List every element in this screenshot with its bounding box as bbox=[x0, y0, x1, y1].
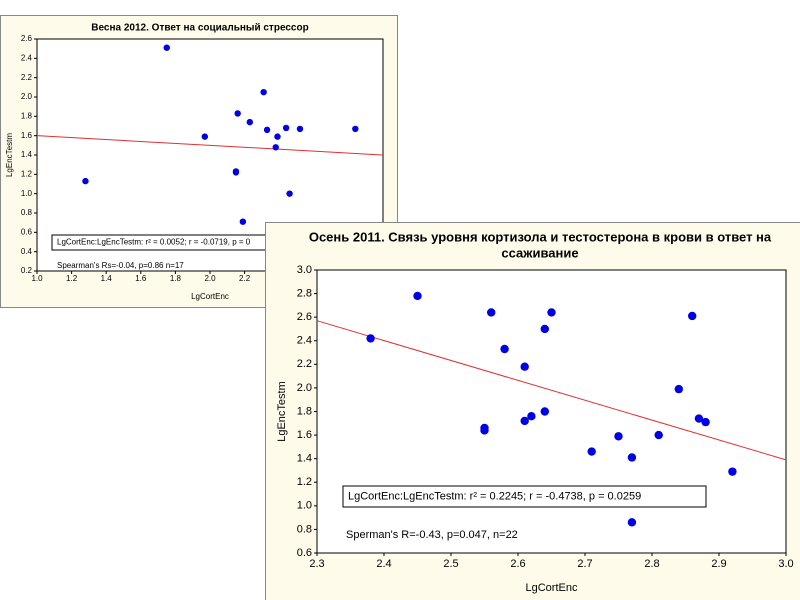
point bbox=[520, 362, 529, 371]
window-autumn: Осень 2011. Связь уровня кортизола и тес… bbox=[265, 222, 800, 600]
point bbox=[272, 144, 279, 151]
y-tick-label: 1.2 bbox=[297, 476, 312, 488]
point bbox=[547, 308, 556, 317]
x-tick-label: 1.4 bbox=[101, 274, 113, 283]
point bbox=[413, 291, 422, 301]
legend-text: LgCortEnc:LgEncTestm: r² = 0.0052; r = -… bbox=[57, 238, 251, 247]
point bbox=[82, 177, 89, 185]
point bbox=[674, 384, 683, 394]
x-tick-label: 1.0 bbox=[31, 274, 43, 283]
y-tick-label: 2.2 bbox=[21, 73, 33, 82]
point bbox=[654, 430, 663, 440]
x-tick-label: 2.9 bbox=[711, 558, 726, 570]
fit-line bbox=[36, 135, 384, 156]
chart-title: Весна 2012. Ответ на социальный стрессор bbox=[91, 23, 308, 34]
y-tick-label: 2.4 bbox=[21, 53, 33, 62]
x-axis-label: LgCortEnc bbox=[526, 582, 578, 594]
point bbox=[520, 416, 529, 426]
x-tick-label: 1.6 bbox=[135, 274, 147, 283]
point bbox=[366, 334, 375, 343]
y-tick-label: 0.4 bbox=[21, 247, 33, 256]
x-tick-label: 2.4 bbox=[376, 558, 391, 570]
point bbox=[587, 447, 596, 456]
y-tick-label: 1.4 bbox=[21, 150, 33, 159]
point bbox=[274, 133, 281, 140]
point bbox=[480, 423, 489, 433]
y-tick-label: 2.4 bbox=[297, 335, 312, 347]
point bbox=[614, 432, 623, 441]
x-axis-label: LgCortEnc bbox=[191, 292, 229, 301]
x-tick-label: 1.2 bbox=[66, 274, 78, 283]
point bbox=[246, 118, 253, 126]
y-tick-label: 2.6 bbox=[297, 311, 312, 323]
point bbox=[627, 518, 637, 527]
y-tick-label: 2.0 bbox=[297, 382, 312, 394]
point bbox=[239, 218, 247, 225]
y-axis-label: LgEncTestm bbox=[5, 133, 14, 177]
point bbox=[527, 412, 536, 421]
annotation: Spearman's Rs=-0.04, p=0.86 n=17 bbox=[57, 261, 184, 270]
x-tick-label: 1.8 bbox=[170, 274, 182, 283]
x-tick-label: 2.8 bbox=[644, 558, 659, 570]
point bbox=[500, 344, 509, 354]
y-tick-label: 1.0 bbox=[297, 500, 312, 512]
point bbox=[260, 88, 267, 96]
y-tick-label: 2.2 bbox=[297, 358, 312, 370]
point bbox=[701, 417, 710, 427]
x-tick-label: 2.5 bbox=[443, 558, 458, 570]
x-tick-label: 2.3 bbox=[309, 558, 324, 570]
y-tick-label: 2.0 bbox=[21, 92, 33, 101]
point bbox=[201, 133, 209, 140]
x-tick-label: 2.0 bbox=[204, 274, 216, 283]
chart-title: Осень 2011. Связь уровня кортизола и тес… bbox=[309, 229, 772, 244]
point bbox=[540, 324, 549, 334]
y-axis-label: LgEncTestm bbox=[276, 381, 288, 442]
y-tick-label: 1.2 bbox=[21, 169, 33, 178]
point bbox=[540, 407, 549, 416]
legend-box bbox=[342, 485, 707, 508]
point bbox=[263, 126, 271, 134]
y-tick-label: 2.8 bbox=[297, 287, 312, 299]
y-tick-label: 3.0 bbox=[297, 264, 312, 276]
legend-text: LgCortEnc:LgEncTestm: r² = 0.2245; r = -… bbox=[348, 490, 641, 502]
x-tick-label: 2.7 bbox=[577, 558, 592, 570]
y-tick-label: 1.8 bbox=[297, 405, 312, 417]
point bbox=[163, 44, 170, 51]
point bbox=[286, 190, 293, 197]
y-tick-label: 1.8 bbox=[21, 111, 33, 120]
point bbox=[282, 124, 290, 132]
point bbox=[688, 311, 697, 321]
y-tick-label: 1.4 bbox=[297, 453, 312, 465]
point bbox=[296, 125, 304, 133]
point bbox=[487, 308, 496, 317]
y-tick-label: 1.6 bbox=[297, 429, 312, 441]
point bbox=[352, 125, 359, 133]
point bbox=[627, 453, 637, 462]
y-tick-label: 0.8 bbox=[21, 208, 33, 217]
x-tick-label: 3.0 bbox=[778, 558, 793, 570]
point bbox=[728, 467, 737, 476]
fit-line bbox=[316, 320, 787, 461]
y-tick-label: 0.8 bbox=[297, 523, 312, 535]
point bbox=[694, 414, 704, 423]
annotation: Sperman's R=-0.43, p=0.047, n=22 bbox=[346, 529, 518, 541]
point bbox=[232, 168, 240, 175]
point bbox=[234, 110, 241, 117]
y-tick-label: 0.6 bbox=[297, 547, 312, 559]
y-tick-label: 1.6 bbox=[21, 131, 33, 140]
x-tick-label: 2.6 bbox=[510, 558, 525, 570]
chart-title: ссаживание bbox=[501, 245, 578, 260]
x-tick-label: 2.2 bbox=[239, 274, 251, 283]
y-tick-label: 2.6 bbox=[21, 34, 33, 43]
y-tick-label: 0.2 bbox=[21, 266, 33, 275]
y-tick-label: 0.6 bbox=[21, 227, 33, 236]
y-tick-label: 1.0 bbox=[21, 189, 33, 198]
